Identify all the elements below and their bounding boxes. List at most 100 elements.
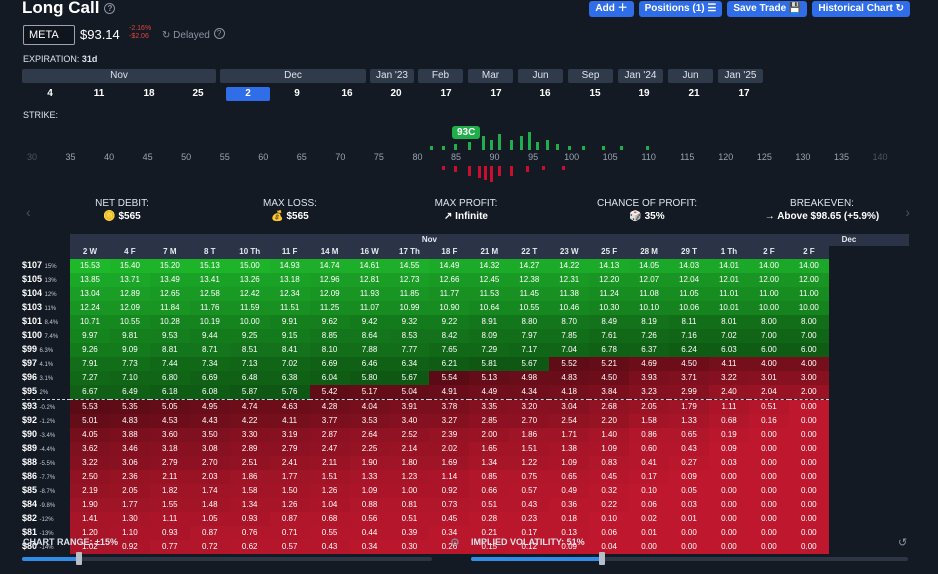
value-cell[interactable]: 5.53: [70, 399, 110, 414]
value-cell[interactable]: 1.50: [269, 483, 310, 498]
value-cell[interactable]: 4.53: [149, 413, 190, 428]
value-cell[interactable]: 7.04: [549, 342, 590, 357]
value-cell[interactable]: 3.30: [229, 427, 270, 442]
value-cell[interactable]: 8.71: [189, 342, 230, 357]
value-cell[interactable]: 6.04: [309, 370, 350, 385]
value-cell[interactable]: 0.00: [748, 427, 789, 442]
value-cell[interactable]: 2.79: [269, 441, 310, 456]
value-cell[interactable]: 6.38: [269, 370, 310, 385]
value-cell[interactable]: 12.00: [788, 272, 829, 287]
positions-button[interactable]: Positions (1) ☰: [638, 1, 723, 17]
value-cell[interactable]: 0.86: [629, 427, 670, 442]
value-cell[interactable]: 1.58: [629, 413, 670, 428]
value-cell[interactable]: 3.53: [349, 413, 390, 428]
value-cell[interactable]: 5.01: [70, 413, 110, 428]
value-cell[interactable]: 8.49: [589, 314, 630, 329]
value-cell[interactable]: 1.33: [349, 469, 390, 484]
value-cell[interactable]: 15.00: [229, 258, 270, 273]
month-3[interactable]: Feb: [418, 69, 463, 83]
value-cell[interactable]: 0.85: [469, 469, 510, 484]
value-cell[interactable]: 8.00: [748, 314, 789, 329]
value-cell[interactable]: 0.03: [669, 497, 709, 512]
chart-range-knob[interactable]: [76, 552, 83, 565]
value-cell[interactable]: 0.00: [748, 455, 789, 470]
value-cell[interactable]: 15.20: [149, 258, 190, 273]
value-cell[interactable]: 15.53: [70, 258, 110, 273]
value-cell[interactable]: 6.08: [189, 384, 230, 400]
value-cell[interactable]: 4.28: [309, 399, 350, 414]
value-cell[interactable]: 0.02: [629, 511, 670, 526]
month-9[interactable]: Jan '25: [718, 69, 763, 83]
value-cell[interactable]: 1.10: [109, 525, 150, 540]
value-cell[interactable]: 7.02: [709, 328, 749, 343]
value-cell[interactable]: 4.83: [109, 413, 150, 428]
value-cell[interactable]: 11.45: [509, 286, 550, 301]
value-cell[interactable]: 6.78: [589, 342, 630, 357]
value-cell[interactable]: 3.77: [309, 413, 350, 428]
value-cell[interactable]: 10.28: [149, 314, 190, 329]
value-cell[interactable]: 0.00: [788, 399, 829, 414]
value-cell[interactable]: 8.91: [469, 314, 510, 329]
value-cell[interactable]: 11.77: [429, 286, 470, 301]
value-cell[interactable]: 0.83: [589, 455, 630, 470]
value-cell[interactable]: 0.22: [589, 497, 630, 512]
value-cell[interactable]: 7.00: [748, 328, 789, 343]
value-cell[interactable]: 10.00: [788, 300, 829, 315]
historical-chart-button[interactable]: Historical Chart ↻: [812, 1, 910, 17]
value-cell[interactable]: 7.97: [509, 328, 550, 343]
value-cell[interactable]: 4.50: [589, 370, 630, 385]
value-cell[interactable]: 7.00: [788, 328, 829, 343]
value-cell[interactable]: 4.49: [469, 384, 510, 400]
value-cell[interactable]: 0.73: [429, 497, 470, 512]
value-cell[interactable]: 6.00: [788, 342, 829, 357]
value-cell[interactable]: 3.08: [189, 441, 230, 456]
value-cell[interactable]: 11.93: [349, 286, 390, 301]
value-cell[interactable]: 7.65: [429, 342, 470, 357]
value-cell[interactable]: 1.02: [70, 539, 110, 554]
value-cell[interactable]: 2.50: [70, 469, 110, 484]
value-cell[interactable]: 6.00: [748, 342, 789, 357]
value-cell[interactable]: 1.71: [549, 427, 590, 442]
value-cell[interactable]: 11.00: [748, 286, 789, 301]
value-cell[interactable]: 6.69: [189, 370, 230, 385]
value-cell[interactable]: 0.01: [669, 511, 709, 526]
value-cell[interactable]: 13.49: [149, 272, 190, 287]
value-cell[interactable]: 0.23: [509, 511, 550, 526]
value-cell[interactable]: 0.45: [589, 469, 630, 484]
value-cell[interactable]: 13.18: [269, 272, 310, 287]
value-cell[interactable]: 0.51: [389, 511, 430, 526]
value-cell[interactable]: 0.15: [469, 539, 510, 554]
value-cell[interactable]: 12.34: [269, 286, 310, 301]
value-cell[interactable]: 11.24: [589, 286, 630, 301]
value-cell[interactable]: 2.14: [389, 441, 430, 456]
value-cell[interactable]: 0.10: [589, 511, 630, 526]
value-cell[interactable]: 12.89: [109, 286, 150, 301]
value-cell[interactable]: 7.10: [109, 370, 150, 385]
value-cell[interactable]: 1.51: [509, 441, 550, 456]
value-cell[interactable]: 14.27: [509, 258, 550, 273]
value-cell[interactable]: 0.16: [748, 413, 789, 428]
value-cell[interactable]: 6.49: [109, 384, 150, 400]
help-icon[interactable]: ?: [213, 28, 225, 39]
value-cell[interactable]: 12.65: [149, 286, 190, 301]
value-cell[interactable]: 3.23: [629, 384, 670, 400]
value-cell[interactable]: 1.23: [389, 469, 430, 484]
value-cell[interactable]: 0.87: [269, 511, 310, 526]
value-cell[interactable]: 8.42: [429, 328, 470, 343]
month-4[interactable]: Mar: [468, 69, 513, 83]
value-cell[interactable]: 0.57: [269, 539, 310, 554]
value-cell[interactable]: 0.04: [589, 539, 630, 554]
value-cell[interactable]: 4.63: [269, 399, 310, 414]
value-cell[interactable]: 0.18: [549, 511, 590, 526]
month-7[interactable]: Jan '24: [618, 69, 663, 83]
value-cell[interactable]: 0.00: [709, 511, 749, 526]
expiry-day[interactable]: 15: [589, 88, 601, 99]
expiry-day[interactable]: 17: [490, 88, 502, 99]
value-cell[interactable]: 1.80: [389, 455, 430, 470]
value-cell[interactable]: 1.90: [349, 455, 390, 470]
value-cell[interactable]: 7.44: [149, 356, 190, 371]
value-cell[interactable]: 12.09: [309, 286, 350, 301]
value-cell[interactable]: 0.17: [509, 525, 550, 540]
month-8[interactable]: Jun: [668, 69, 713, 83]
value-cell[interactable]: 2.25: [349, 441, 390, 456]
